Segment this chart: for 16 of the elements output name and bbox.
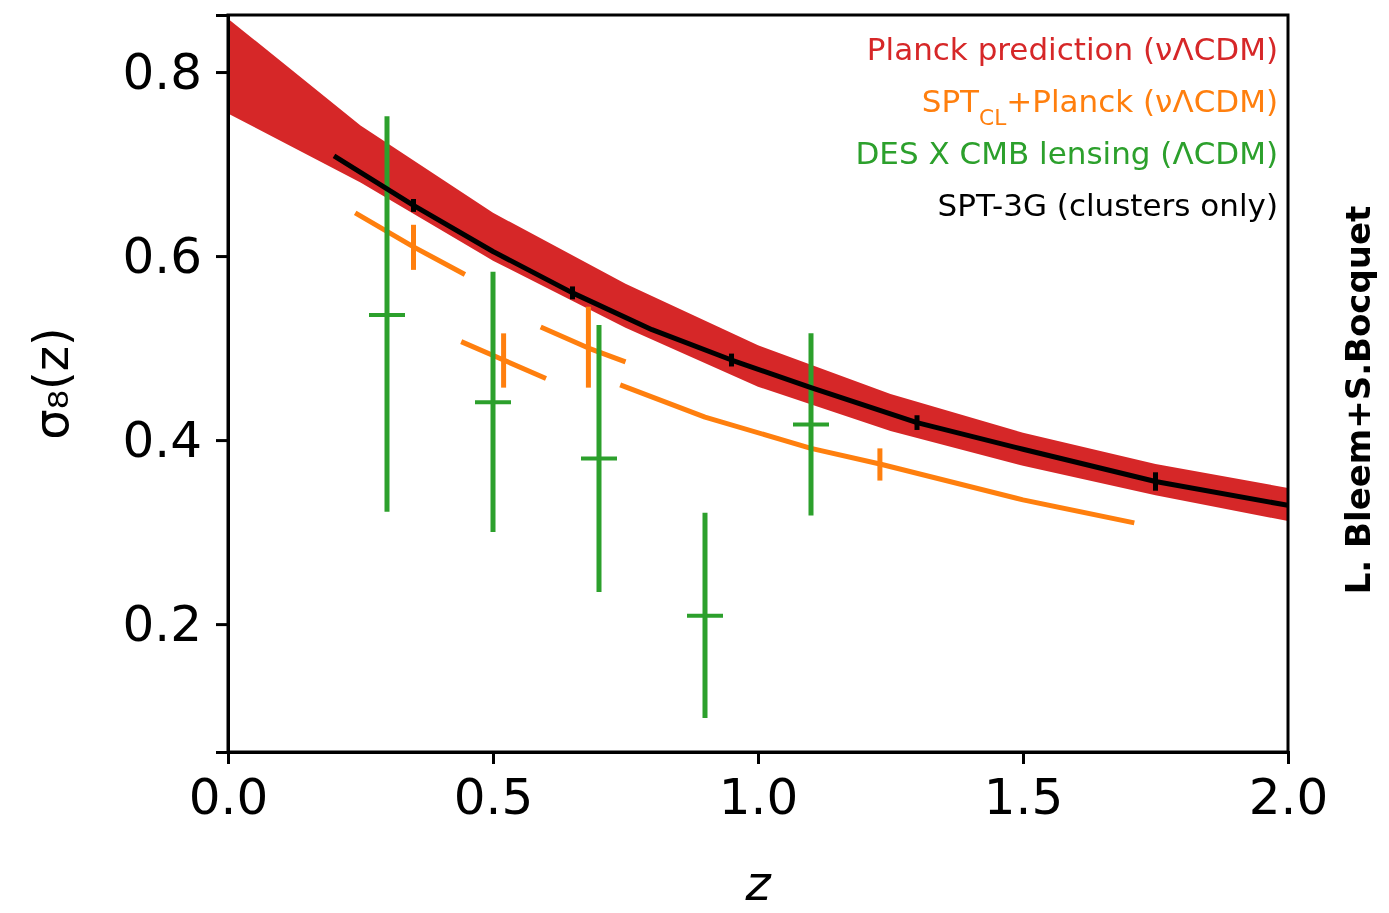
text: DES X CMB lensing (ΛCDM) xyxy=(855,135,1278,171)
legend-label: Planck prediction (νΛCDM) xyxy=(866,31,1278,67)
x-tick-label: 0.5 xyxy=(453,767,534,826)
text: SPT-3G (clusters only) xyxy=(937,187,1278,223)
x-tick-label: 2.0 xyxy=(1248,767,1329,826)
text: L. Bleem+S.Bocquet xyxy=(1338,205,1378,595)
x-tick-label: 1.0 xyxy=(718,767,799,826)
y-tick-label: 0.8 xyxy=(122,42,202,101)
y-tick-label: 0.6 xyxy=(122,226,202,285)
y-tick-label: 0.4 xyxy=(122,410,202,469)
y-axis-title: σ₈(z) xyxy=(23,327,79,440)
x-tick-label: 0.0 xyxy=(188,767,269,826)
x-axis-title: z xyxy=(744,855,773,911)
y-tick-label: 0.2 xyxy=(122,594,202,653)
x-tick-label: 1.5 xyxy=(983,767,1064,826)
text: SPT$_{CL}$+Planck (νΛCDM) xyxy=(921,83,1278,130)
